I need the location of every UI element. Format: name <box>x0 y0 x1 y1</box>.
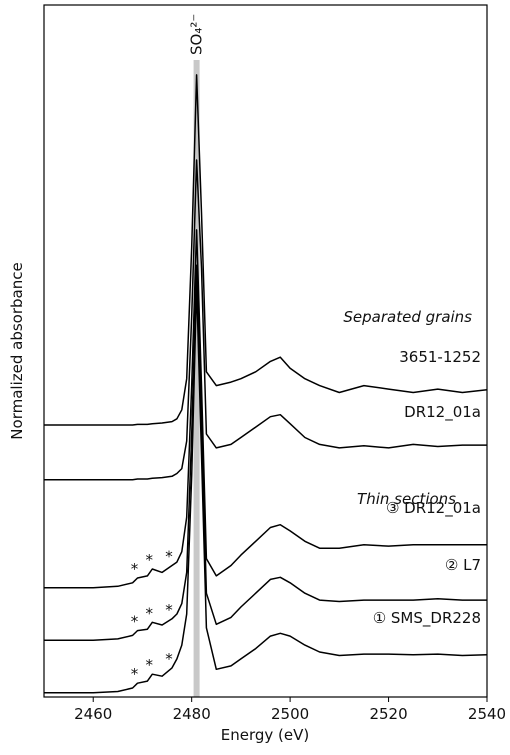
group-label: Thin sections <box>357 490 456 508</box>
x-tick-label: 2540 <box>468 705 506 723</box>
plot-frame <box>43 4 488 698</box>
pre-edge-mark: * <box>146 656 154 674</box>
spectrum-line <box>44 159 487 481</box>
pre-edge-mark: * <box>146 551 154 569</box>
highlight-label: SO₄²⁻ <box>188 14 206 55</box>
pre-edge-mark: * <box>165 650 173 668</box>
spectrum-line <box>44 264 487 642</box>
x-tick-label: 2500 <box>271 705 309 723</box>
pre-edge-mark: * <box>131 665 139 683</box>
series-label: DR12_01a <box>404 403 481 422</box>
series-label: ③ DR12_01a <box>386 499 481 518</box>
pre-edge-mark: * <box>165 601 173 619</box>
pre-edge-mark: * <box>131 613 139 631</box>
x-axis-label: Energy (eV) <box>221 726 309 744</box>
x-tick-label: 2480 <box>173 705 211 723</box>
y-axis-label: Normalized absorbance <box>8 262 26 439</box>
pre-edge-mark: * <box>165 548 173 566</box>
series-label: ① SMS_DR228 <box>373 609 481 628</box>
series-label: ② L7 <box>445 556 481 574</box>
pre-edge-mark: * <box>146 604 154 622</box>
spectrum-line <box>44 284 488 694</box>
x-tick-label: 2520 <box>369 705 407 723</box>
spectrum-line <box>44 74 488 426</box>
pre-edge-mark: * <box>131 560 139 578</box>
group-label: Separated grains <box>343 308 472 326</box>
series-label: 3651-1252 <box>399 348 481 366</box>
spectrum-line <box>44 229 487 589</box>
x-tick-label: 2460 <box>74 705 112 723</box>
